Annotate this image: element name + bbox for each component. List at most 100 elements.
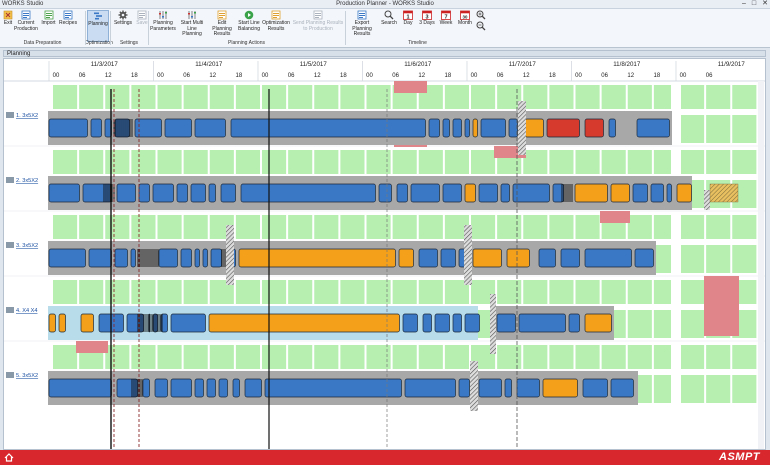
shift-block	[235, 85, 260, 109]
edit-planning-results-button[interactable]: Edit Planning Results	[208, 10, 236, 40]
app-menu[interactable]: WORKS Studio	[2, 1, 44, 7]
job-segment	[164, 118, 192, 138]
line-name[interactable]: 2. 3x5X2	[16, 178, 38, 184]
window-title: Production Planner - WORKS Studio	[336, 1, 434, 7]
shift-block	[288, 85, 313, 109]
shift-block	[601, 85, 626, 109]
recipes-button[interactable]: Recipes	[59, 10, 77, 40]
hour-label: 00	[680, 73, 687, 79]
export-planning-results-button[interactable]: Export Planning Results	[347, 10, 377, 40]
hour-label: 18	[445, 73, 452, 79]
job-segment	[512, 183, 550, 203]
shift-block	[601, 150, 626, 174]
button-label: Start Multi Line Planning	[180, 20, 204, 37]
line-name[interactable]: 1. 3x5X2	[16, 113, 38, 119]
job-segment	[116, 183, 136, 203]
line-label: 2. 3x5X2	[6, 177, 38, 184]
shift-block	[575, 150, 600, 174]
planning-button[interactable]: Planning	[87, 10, 109, 42]
planning-parameters-button[interactable]: Planning Parameters	[150, 10, 176, 40]
job-segment	[464, 183, 476, 203]
job-segment	[442, 183, 462, 203]
window-controls: – □ ✕	[742, 0, 768, 8]
job-segment	[48, 118, 88, 138]
close-icon[interactable]: ✕	[762, 0, 768, 7]
job-segment	[574, 183, 608, 203]
search-button[interactable]: Search	[381, 10, 397, 40]
ribbon: Exit Current Production Import Recipes Data …	[0, 9, 770, 48]
line-name[interactable]: 4. X4 X4	[16, 308, 37, 314]
export-icon	[357, 10, 367, 20]
zoom-out-button[interactable]	[474, 21, 488, 51]
shift-block	[235, 280, 260, 304]
maximize-icon[interactable]: □	[751, 0, 757, 7]
shift-block	[366, 85, 391, 109]
zoom-in-button[interactable]	[474, 10, 488, 40]
shift-block	[549, 280, 574, 304]
line-name[interactable]: 3. 3x5X2	[16, 243, 38, 249]
job-segment	[48, 313, 56, 333]
line-label-column	[4, 59, 46, 449]
calendar-7-icon: 7	[441, 10, 451, 20]
brand-logo: ASMPT	[719, 451, 760, 463]
shift-block	[497, 345, 522, 369]
shift-block	[444, 150, 469, 174]
shift-block	[131, 150, 156, 174]
timeline-header	[4, 59, 765, 81]
job-segment	[500, 183, 510, 203]
job-segment	[190, 183, 206, 203]
job-segment	[148, 313, 150, 333]
gantt-chart[interactable]: 11/3/2017 00 06 12 18 11/4/2017 00 06 12 18 11/5/2…	[3, 58, 766, 450]
current-production-button[interactable]: Current Production	[14, 10, 38, 40]
ribbon-group-label: Timeline	[408, 40, 427, 46]
job-segment	[170, 378, 192, 398]
job-segment	[138, 183, 150, 203]
exit-button[interactable]: Exit	[2, 10, 14, 40]
job-segment	[464, 118, 470, 138]
optimization-results-button[interactable]: Optimization Results	[262, 10, 290, 40]
shift-block	[105, 150, 130, 174]
job-segment	[584, 118, 604, 138]
shift-block	[105, 215, 130, 239]
day-button[interactable]: 1 Day	[400, 10, 416, 40]
job-segment	[632, 183, 648, 203]
ribbon-separator	[148, 11, 149, 45]
month-button[interactable]: 30 Month	[457, 10, 473, 40]
job-segment	[478, 183, 498, 203]
shift-block	[183, 150, 208, 174]
settings-button[interactable]: Settings	[112, 10, 134, 40]
job-segment	[676, 183, 692, 203]
shift-block	[706, 215, 731, 239]
blocked-period	[600, 211, 630, 223]
job-segment	[608, 118, 616, 138]
shift-block	[288, 215, 313, 239]
shift-block	[79, 215, 104, 239]
minimize-icon[interactable]: –	[741, 0, 746, 7]
shift-block	[706, 345, 731, 369]
shift-block	[314, 215, 339, 239]
job-segment	[516, 378, 540, 398]
date-label: 11/6/2017	[404, 61, 432, 68]
job-segment	[404, 378, 456, 398]
job-segment	[398, 248, 414, 268]
shift-block	[523, 150, 548, 174]
line-name[interactable]: 5. 3x5X2	[16, 373, 38, 379]
home-icon[interactable]	[4, 452, 14, 462]
job-segment	[264, 378, 402, 398]
shift-block	[627, 85, 652, 109]
start-multi-line-planning-button[interactable]: Start Multi Line Planning	[178, 10, 206, 40]
job-segment	[584, 248, 632, 268]
job-segment	[232, 378, 240, 398]
job-segment	[240, 183, 376, 203]
job-segment	[518, 313, 566, 333]
job-segment	[134, 118, 162, 138]
start-line-balancing-button[interactable]: Start Line Balancing	[238, 10, 260, 40]
import-button[interactable]: Import	[40, 10, 57, 40]
hour-label: 06	[183, 73, 190, 79]
shift-block	[418, 215, 443, 239]
week-button[interactable]: 7 Week	[438, 10, 454, 40]
job-segment	[142, 378, 150, 398]
shift-block	[288, 150, 313, 174]
hour-label: 06	[79, 73, 86, 79]
